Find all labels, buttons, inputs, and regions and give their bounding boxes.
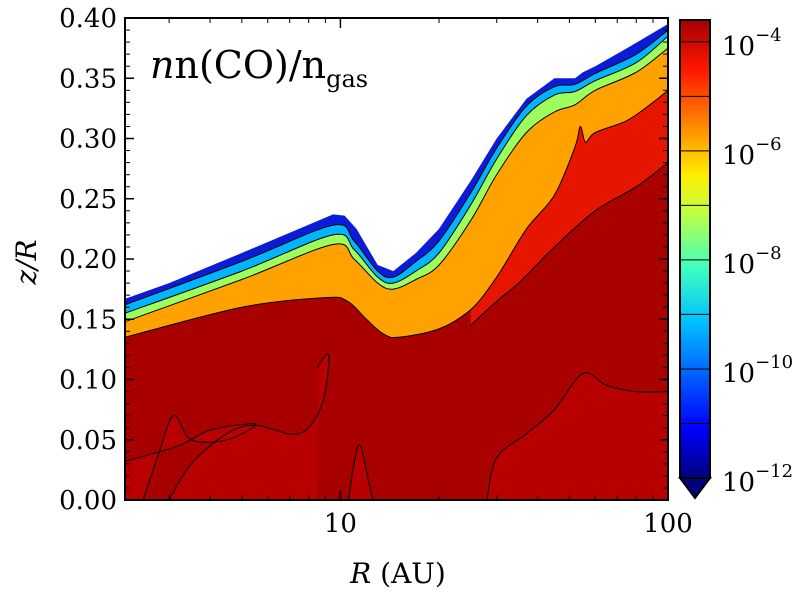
color-bands	[125, 24, 668, 500]
band-dark-red	[125, 162, 668, 500]
contour-1e-10	[125, 29, 668, 306]
colorbar-fill	[680, 20, 710, 478]
y-tick-label-2: 0.10	[59, 366, 117, 396]
contour-1e-4	[470, 162, 668, 326]
chart-title: nn(CO)/ngas	[150, 43, 368, 93]
title-var: n	[150, 43, 174, 87]
colorbar-tick-label-1: 10−10	[722, 352, 793, 389]
y-tick-label-3: 0.15	[59, 305, 117, 335]
colorbar-tick-exponent: −4	[755, 25, 782, 46]
title-subscript: gas	[326, 65, 368, 93]
y-axis-label: z/R	[10, 239, 43, 285]
colorbar-tick-base: 10	[722, 468, 755, 498]
contour-1e-8	[125, 35, 668, 314]
title-main: n(CO)/n	[174, 43, 326, 87]
colorbar-extend-arrow	[678, 477, 712, 500]
colorbar-tick-exponent: −10	[755, 352, 793, 373]
y-tick-label-8: 0.40	[59, 4, 117, 34]
colorbar-tick-label-0: 10−12	[722, 461, 793, 498]
contour-1e-5	[125, 89, 668, 338]
island-mid-bottom	[348, 445, 374, 500]
y-tick-label-7: 0.35	[59, 64, 117, 94]
plot-area	[125, 18, 668, 500]
y-tick-label-1: 0.05	[59, 426, 117, 456]
x-axis-label: R (AU)	[349, 557, 446, 590]
x-axis-var: R	[349, 557, 371, 590]
y-tick-label-0: 0.00	[59, 486, 117, 516]
colorbar-tick-exponent: −12	[755, 461, 793, 482]
axis-tick-labels: 0.00 0.05 0.10 0.15 0.20 0.25 0.30 0.35 0.40 10 10…	[59, 4, 693, 539]
colorbar-tick-label-2: 10−8	[722, 243, 782, 280]
colorbar-tick-base: 10	[722, 141, 755, 171]
contour-right-bottom	[486, 372, 668, 500]
colorbar-tick-base: 10	[722, 32, 755, 62]
x-axis-unit: (AU)	[380, 557, 446, 590]
x-tick-label-1: 100	[643, 509, 693, 539]
contour-1e-6	[125, 47, 668, 323]
y-tick-label-4: 0.20	[59, 245, 117, 275]
axis-ticks	[125, 17, 669, 501]
x-tick-label-0: 10	[324, 509, 357, 539]
island-low-left-b	[169, 354, 329, 500]
colorbar-tick-exponent: −6	[755, 134, 782, 155]
colorbar-tick-exponent: −8	[755, 243, 782, 264]
colorbar-tick-label-3: 10−6	[722, 134, 782, 171]
contour-low-left-a	[125, 415, 256, 500]
contour-mid-bottom	[348, 444, 374, 500]
y-tick-label-5: 0.25	[59, 185, 117, 215]
contour-low-left-b	[168, 353, 330, 500]
colorbar-tick-label-4: 10−4	[722, 25, 782, 62]
colorbar-tick-base: 10	[722, 250, 755, 280]
colorbar-tick-base: 10	[722, 359, 755, 389]
y-tick-label-6: 0.30	[59, 125, 117, 155]
island-right-bottom	[486, 372, 668, 500]
contour-lines	[125, 29, 668, 500]
